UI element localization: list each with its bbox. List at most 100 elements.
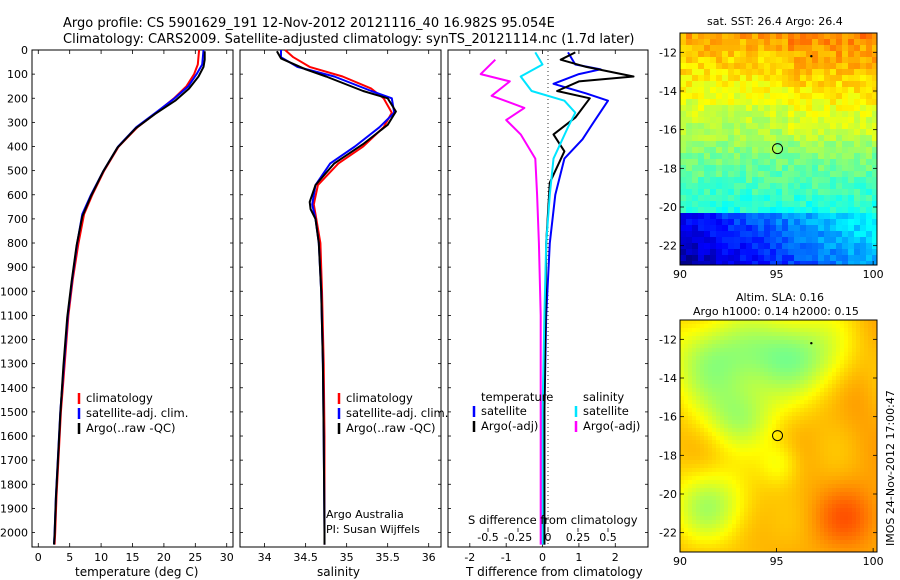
heatmap-cell [854,177,861,184]
heatmap-cell [732,548,737,553]
heatmap-cell [744,444,749,449]
heatmap-cell [768,380,773,385]
heatmap-cell [828,456,833,461]
heatmap-cell [836,448,841,453]
heatmap-cell [770,75,777,82]
heatmap-cell [716,452,721,457]
heatmap-cell [740,456,745,461]
heatmap-cell [828,444,833,449]
heatmap-cell [708,532,713,537]
heatmap-cell [788,460,793,465]
map-y-tick-label: -16 [659,411,677,424]
heatmap-cell [716,516,721,521]
heatmap-cell [860,255,867,262]
heatmap-cell [844,508,849,513]
heatmap-cell [792,352,797,357]
heatmap-cell [784,400,789,405]
heatmap-cell [684,400,689,405]
heatmap-cell [782,177,789,184]
heatmap-cell [788,147,795,154]
heatmap-cell [696,536,701,541]
heatmap-cell [740,452,745,457]
heatmap-cell [840,488,845,493]
heatmap-cell [864,368,869,373]
heatmap-cell [832,452,837,457]
heatmap-cell [872,171,878,178]
heatmap-cell [816,440,821,445]
heatmap-cell [716,153,723,160]
heatmap-cell [770,165,777,172]
heatmap-cell [704,396,709,401]
heatmap-cell [734,81,741,88]
heatmap-cell [840,460,845,465]
heatmap-cell [748,508,753,513]
heatmap-cell [816,460,821,465]
heatmap-cell [724,480,729,485]
heatmap-cell [856,492,861,497]
heatmap-cell [808,488,813,493]
heatmap-cell [692,213,699,220]
heatmap-cell [710,87,717,94]
heatmap-cell [836,392,841,397]
heatmap-cell [860,356,865,361]
heatmap-cell [866,99,873,106]
heatmap-cell [764,57,771,64]
heatmap-cell [848,536,853,541]
heatmap-cell [700,548,705,553]
heatmap-cell [864,484,869,489]
heatmap-cell [784,356,789,361]
heatmap-cell [836,249,843,256]
heatmap-cell [696,488,701,493]
heatmap-cell [804,392,809,397]
heatmap-cell [860,332,865,337]
heatmap-cell [724,492,729,497]
heatmap-cell [854,213,861,220]
heatmap-cell [680,536,685,541]
heatmap-cell [686,213,693,220]
heatmap-cell [716,540,721,545]
heatmap-cell [792,424,797,429]
heatmap-cell [776,75,783,82]
heatmap-cell [848,255,855,262]
heatmap-cell [844,540,849,545]
heatmap-cell [758,243,765,250]
heatmap-cell [684,348,689,353]
heatmap-cell [704,237,711,244]
heatmap-cell [800,328,805,333]
heatmap-cell [752,364,757,369]
heatmap-cell [692,448,697,453]
depth-tick-label: 1100 [0,309,28,322]
heatmap-cell [760,436,765,441]
heatmap-cell [704,33,711,40]
heatmap-cell [724,428,729,433]
heatmap-cell [772,384,777,389]
heatmap-cell [748,480,753,485]
heatmap-cell [824,33,831,40]
heatmap-cell [872,532,877,537]
heatmap-cell [840,344,845,349]
heatmap-cell [824,129,831,136]
heatmap-cell [836,207,843,214]
heatmap-cell [860,400,865,405]
heatmap-cell [732,396,737,401]
heatmap-cell [812,141,819,148]
heatmap-cell [716,408,721,413]
heatmap-cell [692,452,697,457]
heatmap-cell [688,424,693,429]
heatmap-cell [854,225,861,232]
heatmap-cell [760,452,765,457]
heatmap-cell [816,504,821,509]
heatmap-cell [768,408,773,413]
heatmap-cell [820,548,825,553]
heatmap-cell [760,444,765,449]
heatmap-cell [710,201,717,208]
heatmap-cell [872,476,877,481]
heatmap-cell [868,472,873,477]
heatmap-cell [780,400,785,405]
heatmap-cell [696,356,701,361]
heatmap-cell [720,500,725,505]
heatmap-cell [816,364,821,369]
heatmap-cell [848,376,853,381]
heatmap-cell [776,532,781,537]
heatmap-cell [830,165,837,172]
